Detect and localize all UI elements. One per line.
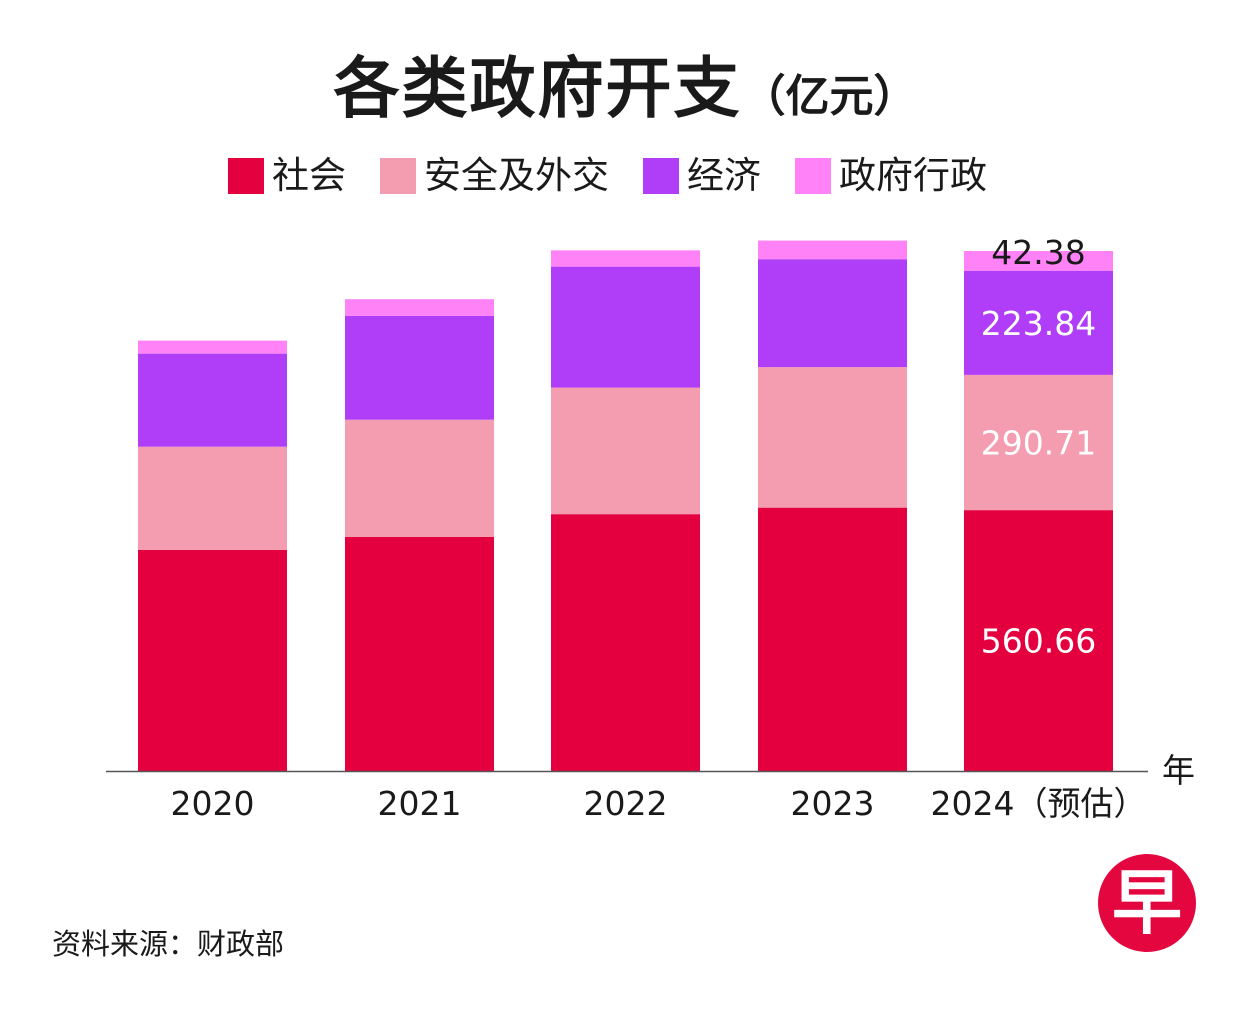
legend-label: 经济 <box>687 154 761 197</box>
legend-item: 政府行政 <box>795 152 987 200</box>
bar-segment <box>138 446 287 550</box>
bar-segment <box>964 270 1113 375</box>
data-label: 223.84 <box>981 304 1096 343</box>
data-label: 290.71 <box>981 424 1096 463</box>
bar-segment <box>138 340 287 354</box>
chart-title: 各类政府开支（亿元） <box>0 44 1251 142</box>
bar-segment <box>551 387 700 515</box>
x-tick-label: 2021 <box>378 784 462 823</box>
bar-segment <box>758 240 907 260</box>
bar-segment <box>551 250 700 267</box>
legend-label: 政府行政 <box>839 154 987 197</box>
chart-title-text: 各类政府开支 <box>333 50 742 127</box>
legend-label: 社会 <box>272 154 346 197</box>
data-label: 560.66 <box>981 622 1096 661</box>
x-tick-label: 2023 <box>791 784 875 823</box>
x-axis-label: 年 <box>1162 751 1195 790</box>
x-tick-label: 2020 <box>171 784 255 823</box>
chart-title-unit: （亿元） <box>741 71 918 122</box>
bar-segment <box>345 419 494 537</box>
bar-segment <box>551 266 700 388</box>
bar-segment <box>758 367 907 508</box>
legend-swatch <box>795 158 831 194</box>
bar-segment <box>964 251 1113 271</box>
bar-segment <box>345 299 494 316</box>
logo-glyph: 早 <box>1112 861 1182 944</box>
bar-segment <box>138 353 287 447</box>
source-note: 资料来源：财政部 <box>52 927 285 961</box>
bar-segment <box>964 510 1113 771</box>
x-tick-label: 2024（预估） <box>931 784 1147 823</box>
bar-segment <box>758 259 907 368</box>
legend-swatch <box>228 158 264 194</box>
legend-label: 安全及外交 <box>424 154 609 197</box>
bar-segment <box>345 536 494 771</box>
zaobao-logo-icon: 早 <box>1098 854 1196 952</box>
x-tick-label: 2022 <box>584 784 668 823</box>
legend-item: 社会 <box>228 152 346 200</box>
bar-segment <box>964 374 1113 511</box>
bar-segment <box>758 507 907 771</box>
bar-segment <box>551 514 700 771</box>
bar-segment <box>345 315 494 420</box>
legend-swatch <box>380 158 416 194</box>
data-label: 42.38 <box>991 233 1085 272</box>
bar-segment <box>138 549 287 771</box>
legend-item: 安全及外交 <box>380 152 609 200</box>
legend-item: 经济 <box>643 152 761 200</box>
legend-swatch <box>643 158 679 194</box>
chart-legend: 社会 安全及外交 经济 政府行政 <box>228 152 1021 200</box>
